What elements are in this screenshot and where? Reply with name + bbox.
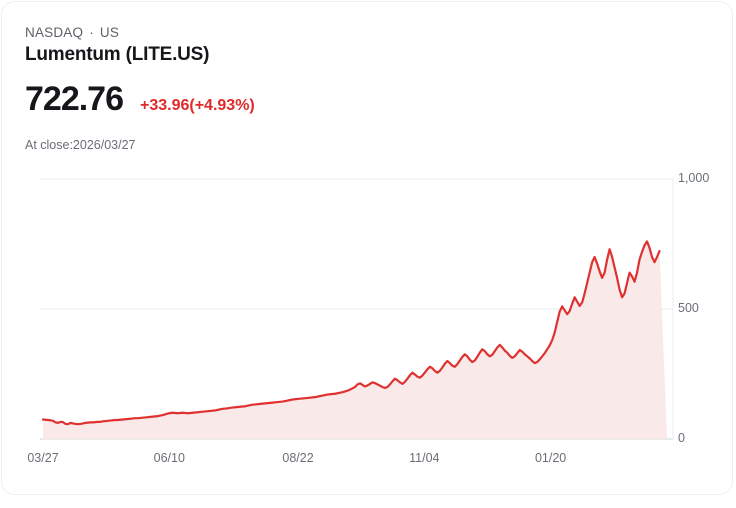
x-axis-tick-label: 06/10 bbox=[153, 451, 185, 465]
exchange-name: NASDAQ bbox=[25, 25, 84, 40]
y-axis-tick-label: 1,000 bbox=[678, 171, 710, 185]
exchange-region-line: NASDAQ · US bbox=[25, 25, 119, 40]
y-axis-tick-label: 500 bbox=[678, 301, 699, 315]
price-chart-svg bbox=[40, 178, 674, 440]
price-row: 722.76 +33.96(+4.93%) bbox=[25, 82, 255, 116]
x-axis-tick-label: 01/20 bbox=[534, 451, 567, 465]
price-line bbox=[41, 240, 661, 426]
area-fill bbox=[43, 241, 667, 439]
y-axis-tick-label: 0 bbox=[678, 431, 685, 445]
x-axis-tick-label: 08/22 bbox=[282, 451, 314, 465]
market-status-text: At close:2026/03/27 bbox=[25, 138, 136, 152]
current-price: 722.76 bbox=[25, 80, 124, 118]
x-axis-tick-label: 11/04 bbox=[409, 451, 440, 465]
price-change: +33.96(+4.93%) bbox=[140, 97, 255, 114]
x-axis-tick-label: 03/27 bbox=[27, 451, 59, 465]
page-title: Lumentum (LITE.US) bbox=[25, 44, 210, 65]
price-chart[interactable]: 0 500 1,000 03/27 06/10 08/22 11/04 01/20 bbox=[2, 162, 732, 482]
region-code: US bbox=[99, 25, 120, 40]
bullet-separator-icon: · bbox=[89, 25, 94, 40]
quote-card: NASDAQ · US Lumentum (LITE.US) 722.76 +33.… bbox=[1, 1, 733, 495]
